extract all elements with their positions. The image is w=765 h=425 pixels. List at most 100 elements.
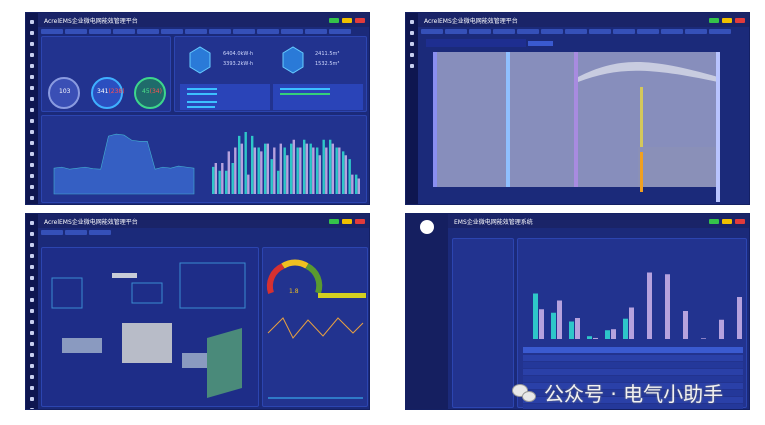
bar-series-b	[305, 143, 308, 194]
bar-series-b	[221, 163, 224, 194]
bar-series-a	[283, 147, 286, 194]
bar-current	[569, 321, 574, 339]
bar-series-a	[218, 170, 221, 194]
project-card: 103 341(238) 45(34)	[41, 36, 171, 112]
sidebar[interactable]	[406, 214, 448, 409]
icon-rail[interactable]	[26, 13, 38, 204]
trend-card	[41, 115, 367, 203]
energy-card: 6404.0kW·h 3393.2kW·h 2411.5m³ 1532.5m³	[174, 36, 367, 112]
app-title: AcrelEMS企业微电网能效管理平台	[424, 17, 518, 25]
bar-previous	[665, 274, 670, 339]
bar-series-b	[299, 147, 302, 194]
bar-series-a	[251, 135, 254, 194]
table-row	[523, 369, 743, 375]
sankey-node	[433, 52, 437, 187]
screenshot-overview: AcrelEMS企业微电网能效管理平台 103 341(238) 45(34) …	[25, 12, 370, 205]
screenshot-hvac: AcrelEMS企业微电网能效管理平台 1.8	[25, 213, 370, 410]
bar-series-b	[344, 155, 347, 194]
area-series	[53, 133, 195, 195]
water-yesterday: 1532.5m³	[315, 61, 340, 67]
icon-rail[interactable]	[26, 214, 38, 409]
sankey-node	[640, 152, 643, 192]
watermark: 公众号 · 电气小助手	[512, 378, 723, 407]
bar-series-b	[338, 147, 341, 194]
bar-previous	[575, 318, 580, 339]
gauge-value: 1.8	[289, 288, 299, 295]
screenshot-sankey: AcrelEMS企业微电网能效管理平台	[405, 12, 750, 205]
report-bar-chart	[523, 272, 743, 409]
bar-series-b	[318, 155, 321, 194]
table-row	[523, 390, 743, 396]
sankey-node	[574, 52, 578, 187]
bar-series-a	[316, 147, 319, 194]
bar-current	[551, 312, 556, 339]
bar-previous	[629, 307, 634, 339]
bar-series-a	[270, 159, 273, 194]
trend-charts	[53, 132, 360, 195]
bar-current	[533, 293, 538, 339]
bar-series-a	[309, 143, 312, 194]
bar-current	[623, 318, 628, 339]
app-header: AcrelEMS企业微电网能效管理平台	[38, 214, 369, 228]
bar-series-a	[290, 143, 293, 194]
bar-series-a	[225, 170, 228, 194]
stat-online: 341(238)	[97, 88, 125, 95]
app-header: AcrelEMS企业微电网能效管理平台	[418, 13, 749, 27]
bar-current	[605, 330, 610, 339]
bar-series-a	[264, 143, 267, 194]
sankey-node	[640, 87, 643, 147]
hvac-3d-view	[41, 247, 259, 407]
table-row	[523, 383, 743, 389]
sankey-chart	[418, 37, 749, 204]
bar-series-a	[322, 139, 325, 194]
app-header: AcrelEMS企业微电网能效管理平台	[38, 13, 369, 27]
bar-series-b	[227, 151, 230, 194]
bar-series-b	[312, 147, 315, 194]
bar-series-a	[238, 135, 241, 194]
bar-series-a	[355, 174, 358, 194]
bar-series-b	[273, 147, 276, 194]
efficiency-panel: 1.8	[262, 247, 368, 407]
app-title: AcrelEMS企业微电网能效管理平台	[44, 218, 138, 226]
tab-bar[interactable]	[38, 27, 369, 35]
bar-series-b	[331, 143, 334, 194]
bar-series-a	[231, 163, 234, 194]
bar-series-b	[260, 151, 263, 194]
sankey-node	[506, 52, 510, 187]
bar-previous	[539, 309, 544, 339]
bar-series-a	[257, 147, 260, 194]
filter-panel[interactable]	[452, 238, 514, 408]
stat-total: 103	[59, 88, 71, 95]
bar-series-b	[214, 163, 217, 194]
tab-bar[interactable]	[38, 228, 369, 236]
bar-series-b	[292, 139, 295, 194]
bar-series-b	[325, 147, 328, 194]
bar-series-a	[329, 139, 332, 194]
bar-previous	[647, 272, 652, 339]
tab-bar[interactable]	[418, 27, 749, 35]
bar-previous	[557, 300, 562, 339]
bar-series-b	[234, 147, 237, 194]
table-header	[523, 347, 743, 353]
app-header: EMS企业微电网能效管理系统	[448, 214, 749, 228]
bar-series-b	[247, 174, 250, 194]
water-today: 2411.5m³	[315, 51, 340, 57]
screenshot-report: EMS企业微电网能效管理系统	[405, 213, 750, 410]
stat-alarm: 45(34)	[142, 88, 162, 95]
bar-series-a	[296, 147, 299, 194]
bar-series-b	[286, 155, 289, 194]
power-today: 6404.0kW·h	[223, 51, 254, 57]
bar-series-a	[277, 170, 280, 194]
bar-series-a	[244, 132, 247, 194]
bar-series-a	[342, 151, 345, 194]
table-row	[523, 362, 743, 368]
bar-series-b	[279, 143, 282, 194]
logo	[420, 220, 434, 234]
bar-series-b	[357, 178, 360, 194]
table-row	[523, 376, 743, 382]
bar-series-b	[253, 147, 256, 194]
bar-series-b	[351, 174, 354, 194]
bar-previous	[683, 311, 688, 339]
icon-rail[interactable]	[406, 13, 418, 204]
table-row	[523, 355, 743, 361]
